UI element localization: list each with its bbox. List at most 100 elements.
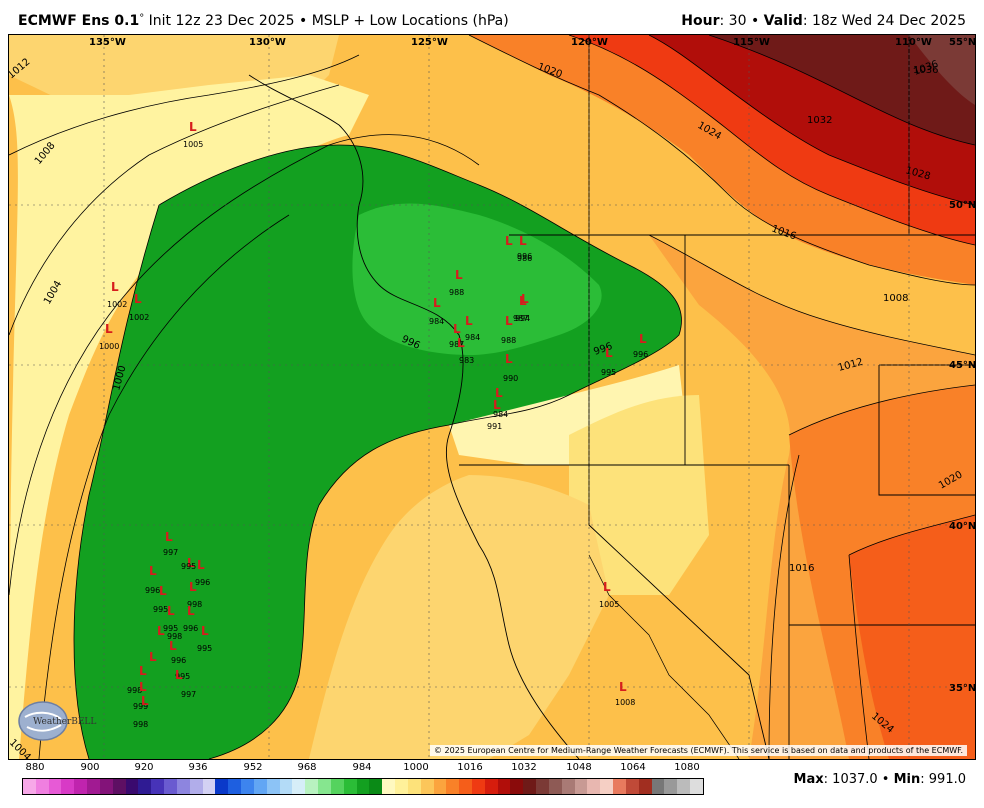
init-time: Init 12z 23 Dec 2025	[148, 13, 295, 29]
low-value: 1000	[99, 342, 119, 351]
low-value: 996	[171, 656, 186, 665]
hour-value: : 30	[719, 13, 747, 29]
low-marker: L 994	[515, 292, 530, 323]
colorbar-swatch	[356, 779, 370, 794]
colorbar-swatch	[497, 779, 511, 794]
logo-text: WeatherBELL	[33, 717, 96, 727]
product-name: MSLP + Low Locations (hPa)	[311, 13, 509, 29]
low-L: L	[465, 314, 473, 328]
low-value: 995	[181, 562, 196, 571]
colorbar-swatch	[35, 779, 49, 794]
colorbar-tick-label: 1032	[511, 762, 537, 773]
low-L: L	[521, 292, 529, 306]
low-marker: L 997	[163, 530, 178, 557]
low-value: 996	[183, 624, 198, 633]
low-L: L	[105, 322, 113, 336]
low-L: L	[433, 296, 441, 310]
low-value: 996	[145, 586, 160, 595]
low-L: L	[201, 624, 209, 638]
separator: •	[750, 13, 760, 29]
lat-label-35n: 35°N	[949, 683, 975, 694]
pressure-fill-992	[352, 203, 602, 355]
lon-label-130w: 130°W	[249, 37, 286, 48]
colorbar-swatch	[228, 779, 242, 794]
colorbar-swatch	[459, 779, 472, 794]
low-L: L	[603, 580, 611, 594]
lat-label-45n: 45°N	[949, 360, 975, 371]
pressure-fill-1012-interior	[569, 395, 709, 595]
low-value: 995	[175, 672, 190, 681]
valid-label: Valid	[763, 13, 803, 29]
colorbar-swatch	[664, 779, 678, 794]
low-L: L	[495, 386, 503, 400]
colorbar-swatch	[433, 779, 447, 794]
colorbar-swatch	[690, 779, 703, 794]
max-value: : 1037.0	[823, 772, 878, 787]
colorbar-swatch	[23, 779, 36, 794]
low-L: L	[197, 558, 205, 572]
low-value: 1002	[107, 300, 127, 309]
low-marker: L 995	[601, 346, 616, 377]
isobar-label: 1008	[883, 293, 908, 304]
separator: •	[298, 13, 308, 29]
low-marker: L 1005	[599, 580, 619, 609]
low-L: L	[505, 314, 513, 328]
map-canvas: 135°W 130°W 125°W 120°W 115°W 110°W 55°N…	[9, 35, 975, 759]
logo-swirl	[26, 724, 62, 732]
low-value: 999	[133, 702, 148, 711]
colorbar-tick-label: 1064	[620, 762, 646, 773]
colorbar-swatch	[343, 779, 357, 794]
min-label: Min	[893, 772, 921, 787]
colorbar-swatch	[536, 779, 549, 794]
low-marker: L 998	[187, 580, 202, 609]
colorbar-swatch	[48, 779, 62, 794]
lat-label-50n: 50°N	[949, 200, 975, 211]
weatherbell-logo: WeatherBELL	[15, 699, 97, 745]
lon-label-125w: 125°W	[411, 37, 448, 48]
logo-swirl	[24, 711, 62, 720]
colorbar-tick-label: 952	[243, 762, 263, 773]
low-L: L	[139, 680, 147, 694]
colorbar-swatch	[613, 779, 626, 794]
colorbar-swatch	[241, 779, 254, 794]
low-L: L	[149, 650, 157, 664]
colorbar-swatch	[446, 779, 460, 794]
colorbar-swatch	[651, 779, 665, 794]
lon-label-115w: 115°W	[733, 37, 770, 48]
colorbar-swatch	[382, 779, 396, 794]
low-marker: L 1002	[129, 292, 149, 322]
low-value: 997	[181, 690, 196, 699]
low-value: 998	[167, 632, 182, 641]
max-label: Max	[793, 772, 824, 787]
low-value: 998	[127, 686, 142, 695]
low-L: L	[165, 530, 173, 544]
low-value: 986	[517, 254, 532, 263]
colorbar-swatch	[61, 779, 75, 794]
lon-label-110w: 110°W	[895, 37, 932, 48]
low-marker: L 1000	[99, 322, 119, 351]
colorbar-swatch	[330, 779, 344, 794]
california-border	[588, 554, 740, 759]
pressure-fill-1004	[9, 75, 369, 759]
low-L: L	[175, 668, 183, 682]
low-L: L	[111, 280, 119, 294]
title-right: Hour: 30 • Valid: 18z Wed 24 Dec 2025	[681, 13, 966, 29]
colorbar-tick-label: 968	[297, 762, 317, 773]
lon-label-135w: 135°W	[89, 37, 126, 48]
low-L: L	[455, 268, 463, 282]
colorbar-swatch	[164, 779, 177, 794]
low-value: 998	[133, 720, 148, 729]
low-marker: L 996	[169, 639, 186, 665]
colorbar-labels: 880 900 920 936 952 968 984 1000 1016 10…	[22, 762, 702, 776]
low-value: 998	[187, 600, 202, 609]
low-value: 1002	[129, 313, 149, 322]
low-value: 990	[503, 374, 518, 383]
low-marker: L 1005	[183, 120, 203, 149]
low-L: L	[493, 398, 501, 412]
colorbar-swatch	[369, 779, 383, 794]
